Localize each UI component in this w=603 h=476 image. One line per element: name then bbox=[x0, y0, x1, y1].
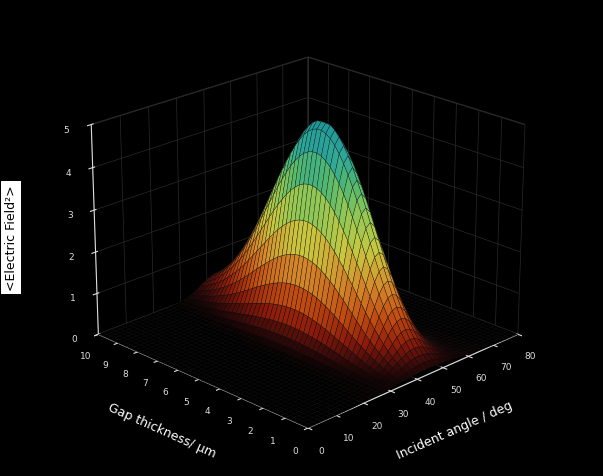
X-axis label: Incident angle / deg: Incident angle / deg bbox=[394, 398, 514, 461]
Text: <Electric Field²>: <Electric Field²> bbox=[5, 185, 17, 291]
Y-axis label: Gap thickness/ μm: Gap thickness/ μm bbox=[106, 400, 218, 459]
